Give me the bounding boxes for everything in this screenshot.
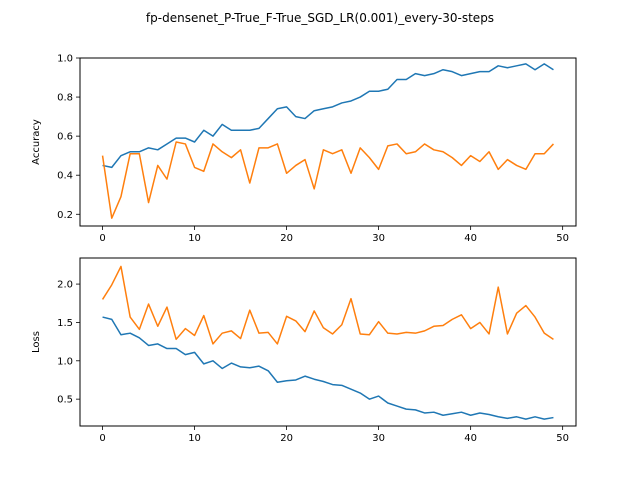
loss-lines (101, 265, 554, 420)
loss-series-line-1 (102, 316, 554, 420)
loss-axes-frame (79, 257, 577, 427)
accuracy-y-tick-label: 0.8 (57, 93, 73, 104)
accuracy-x-tick-label: 50 (556, 233, 569, 244)
accuracy-axes-frame (79, 57, 577, 227)
loss-y-tick-label: 1.5 (57, 318, 73, 329)
loss-x-tick-label: 20 (280, 433, 293, 444)
loss-panel: 0 10 20 30 40 50 0.5 1.0 1.5 2.0 Loss (31, 257, 577, 444)
loss-x-tick-label: 10 (188, 433, 201, 444)
loss-x-tick-label: 50 (556, 433, 569, 444)
accuracy-x-tick-label: 20 (280, 233, 293, 244)
accuracy-y-tick-label: 1.0 (57, 54, 73, 65)
accuracy-x-tick-label: 40 (464, 233, 477, 244)
figure-title: fp-densenet_P-True_F-True_SGD_LR(0.001)_… (146, 11, 494, 25)
accuracy-series-line-2 (101, 141, 554, 219)
accuracy-y-tick-label: 0.4 (57, 171, 73, 182)
accuracy-panel: 0 10 20 30 40 50 0.2 0.4 0.6 0.8 1.0 Accuracy (31, 54, 577, 245)
loss-y-tick-label: 1.0 (57, 356, 73, 367)
loss-x-tick-label: 0 (99, 433, 105, 444)
loss-x-tick-label: 40 (464, 433, 477, 444)
accuracy-x-tick-label: 10 (188, 233, 201, 244)
loss-x-tick-label: 30 (372, 433, 385, 444)
loss-y-axis-label: Loss (31, 331, 42, 353)
loss-series-line-2 (101, 265, 554, 345)
accuracy-y-axis-label: Accuracy (31, 119, 42, 165)
accuracy-x-tick-label: 0 (99, 233, 105, 244)
accuracy-series-line-1 (102, 63, 554, 169)
loss-ticks: 0 10 20 30 40 50 0.5 1.0 1.5 2.0 (57, 280, 569, 444)
loss-y-tick-label: 0.5 (57, 395, 73, 406)
accuracy-y-tick-label: 0.6 (57, 132, 73, 143)
accuracy-lines (101, 63, 554, 219)
accuracy-ticks: 0 10 20 30 40 50 0.2 0.4 0.6 0.8 1.0 (57, 54, 569, 245)
accuracy-x-tick-label: 30 (372, 233, 385, 244)
accuracy-y-tick-label: 0.2 (57, 210, 73, 221)
loss-y-tick-label: 2.0 (57, 280, 73, 291)
